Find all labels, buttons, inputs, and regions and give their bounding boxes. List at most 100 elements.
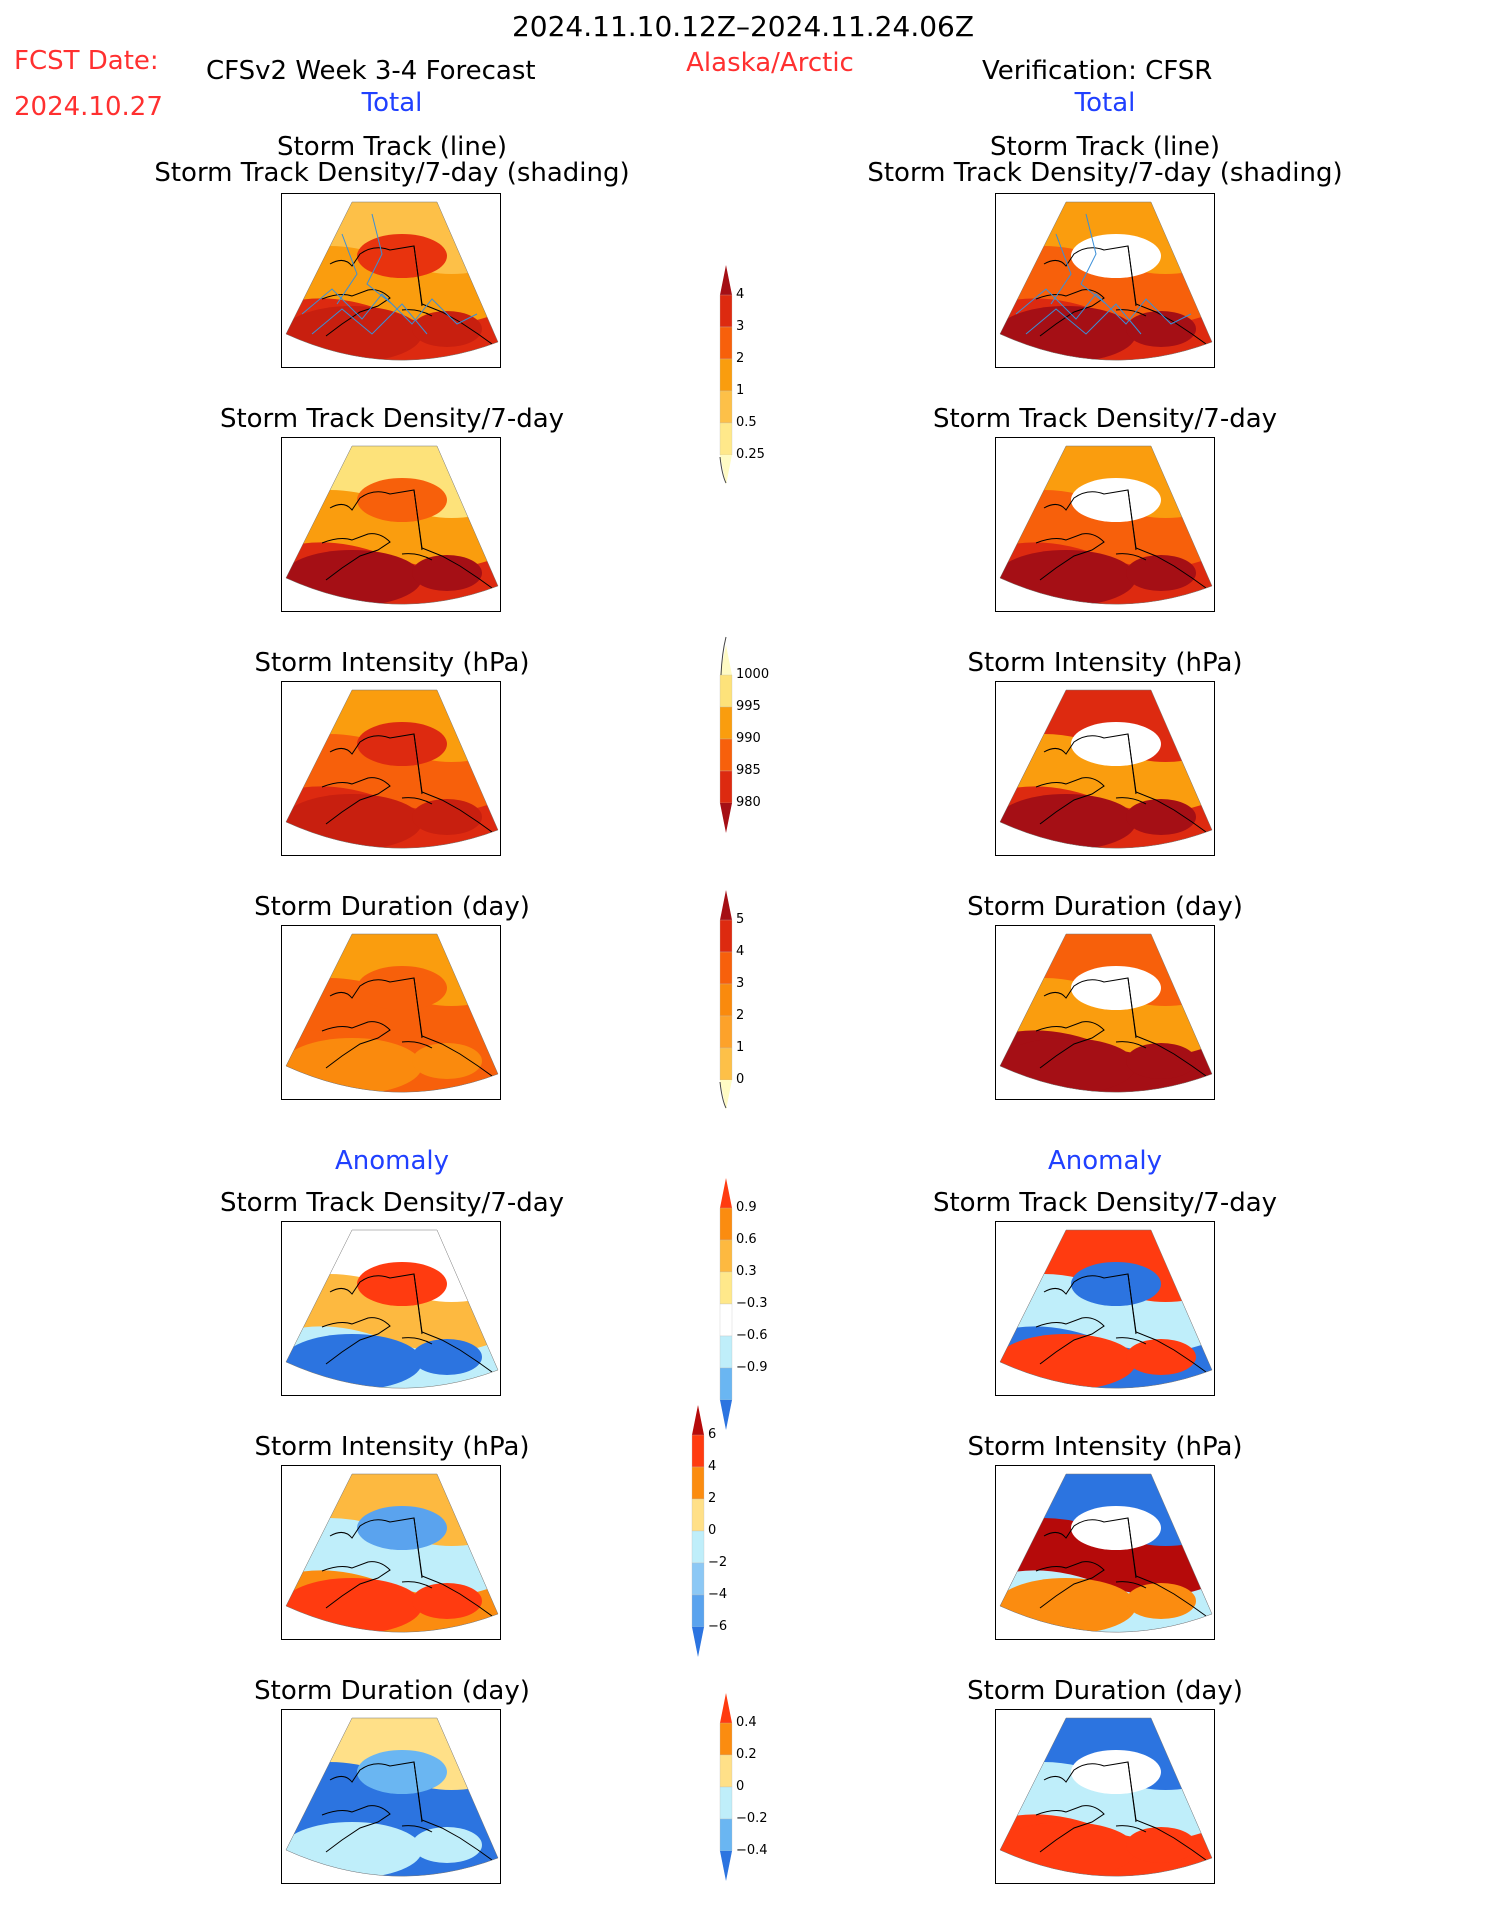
map-domain-outline [999,1717,1213,1877]
country-border [413,1517,423,1579]
map-domain-outline [285,201,499,361]
colorbar-tick-label: 4 [736,944,745,959]
map-shading [286,934,498,1093]
fc-density-title: Storm Track Density/7-day [219,404,565,434]
map-domain-outline [999,689,1213,849]
colorbar-tick-label: 3 [736,976,745,991]
fc-track-line-title: Storm Track (line) [277,132,507,162]
obs-density-anom-map [995,1221,1215,1396]
fc-intensity-title: Storm Intensity (hPa) [254,648,530,678]
obs-duration-title: Storm Duration (day) [967,892,1243,922]
colorbar-swatch [719,326,733,360]
fc-duration-anom-title: Storm Duration (day) [254,1676,530,1706]
colorbar-swatch [719,1047,733,1081]
map-shading [1000,934,1212,1093]
colorbar-bottom-arrow [720,803,732,833]
fcst-date-label: FCST Date: [14,46,159,76]
country-border [1127,245,1137,307]
colorbar-swatch [719,1207,733,1241]
obs-density-title: Storm Track Density/7-day [932,404,1278,434]
colorbar-tick-label: 4 [708,1459,717,1474]
obs-track-shading-title: Storm Track Density/7-day (shading) [867,158,1343,188]
date-range-title: 2024.11.10.12Z–2024.11.24.06Z [511,10,975,43]
fc-duration-map [281,925,501,1100]
colorbar-bottom-arrow [720,455,732,485]
country-border [1127,1761,1137,1823]
map-domain-outline [999,1229,1213,1389]
fc-track-shading-title: Storm Track Density/7-day (shading) [154,158,630,188]
colorbar-tick-label: 980 [736,795,761,810]
obs-density-anom-title: Storm Track Density/7-day [932,1188,1278,1218]
country-border [413,245,423,307]
colorbar-tick-label: 2 [736,351,745,366]
map-domain-outline [285,1229,499,1389]
colorbar-swatch [719,1818,733,1852]
colorbar-tail [719,456,727,484]
map-shading [286,1474,498,1633]
map-shading [1000,1230,1212,1389]
colorbar-tick-label: 990 [736,731,761,746]
colorbar-tick-label: 985 [736,763,761,778]
fc-density-anom-title: Storm Track Density/7-day [219,1188,565,1218]
country-border [413,977,423,1039]
colorbar-swatch [719,1335,733,1369]
colorbar-top-arrow [720,645,732,675]
colorbar-swatch [691,1594,705,1628]
colorbar-swatch [691,1562,705,1596]
colorbar-tick-label: −0.3 [736,1296,768,1311]
map-shading [1000,202,1212,361]
country-border [1127,977,1137,1039]
obs-intensity-map [995,681,1215,856]
colorbar-top-arrow [720,1178,732,1208]
colorbar-top-arrow [720,265,732,295]
colorbar-bottom-arrow [720,1851,732,1881]
obs-duration-map [995,925,1215,1100]
colorbar-swatch [719,951,733,985]
colorbar-tick-label: 4 [736,287,745,302]
map-domain-outline [285,445,499,605]
map-domain-outline [999,445,1213,605]
forecast-title: CFSv2 Week 3-4 Forecast [206,56,536,86]
storm-track-lines [301,213,478,335]
country-border [413,489,423,551]
fc-duration-anom-map [281,1709,501,1884]
map-shading [1000,690,1212,849]
fc-intensity-anom-title: Storm Intensity (hPa) [254,1432,530,1462]
colorbar-swatch [719,358,733,392]
map-domain-outline [285,1473,499,1633]
colorbar-tick-label: −0.9 [736,1360,768,1375]
obs-density-map [995,437,1215,612]
obs-duration-anom-title: Storm Duration (day) [967,1676,1243,1706]
region-title: Alaska/Arctic [686,48,854,78]
map-domain-outline [285,689,499,849]
colorbar-swatch [719,1271,733,1305]
colorbar-tick-label: 995 [736,699,761,714]
colorbar-top-arrow [692,1405,704,1435]
country-border [1127,489,1137,551]
obs-intensity-title: Storm Intensity (hPa) [967,648,1243,678]
colorbar-tick-label: 2 [736,1008,745,1023]
fc-storm-track-map [281,193,501,368]
country-border [413,1273,423,1335]
colorbar-tick-label: 0.5 [736,415,757,430]
country-border [413,1761,423,1823]
obs-duration-anom-map [995,1709,1215,1884]
colorbar-tick-label: −0.2 [736,1811,768,1826]
colorbar-tick-label: 0 [708,1523,717,1538]
colorbar-swatch [719,706,733,740]
colorbar-swatch [719,983,733,1017]
colorbar-swatch [719,1015,733,1049]
colorbar-tick-label: 0 [736,1072,745,1087]
colorbar-swatch [719,422,733,456]
colorbar-swatch [691,1434,705,1468]
map-shading [286,690,498,849]
map-domain-outline [285,1717,499,1877]
colorbar-tick-label: 0.4 [736,1715,757,1730]
country-border [413,733,423,795]
colorbar-top-arrow [720,890,732,920]
colorbar-bottom-arrow [720,1400,732,1430]
fc-intensity-map [281,681,501,856]
colorbar-tick-label: −4 [708,1587,728,1602]
colorbar-swatch [719,1754,733,1788]
map-shading [1000,446,1212,605]
